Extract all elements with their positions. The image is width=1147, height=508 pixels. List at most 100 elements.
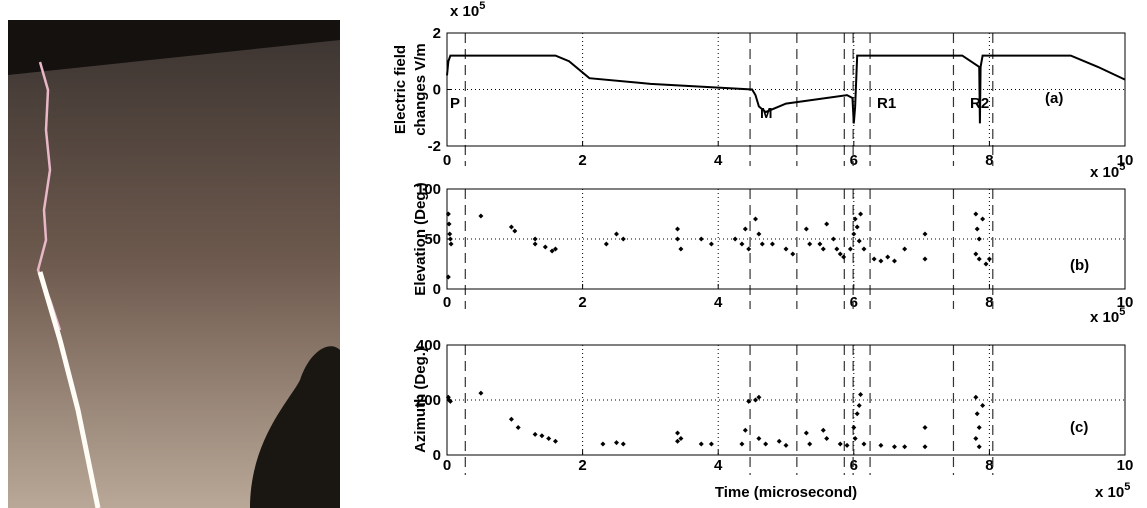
point — [532, 236, 538, 242]
x-tick-label: 4 — [714, 152, 723, 169]
point — [752, 216, 758, 222]
annotation: R2 — [970, 95, 989, 112]
point — [974, 411, 980, 417]
y-axis-label: Elevation (Deg.) — [412, 182, 429, 295]
point — [976, 236, 982, 242]
point — [542, 244, 548, 250]
point — [983, 261, 989, 267]
point — [698, 441, 704, 447]
point — [769, 241, 775, 247]
point — [620, 236, 626, 242]
point — [763, 441, 769, 447]
point — [445, 394, 451, 400]
point — [746, 398, 752, 404]
point — [878, 442, 884, 448]
point — [552, 246, 558, 252]
point — [841, 254, 847, 260]
point — [973, 394, 979, 400]
x-tick-label: 10 — [1117, 457, 1134, 474]
point — [478, 390, 484, 396]
point — [820, 427, 826, 433]
multiplier-exp: 5 — [479, 0, 485, 12]
point — [980, 403, 986, 408]
point — [852, 216, 858, 222]
multiplier-exp: 5 — [1119, 161, 1125, 173]
point — [614, 231, 619, 237]
point — [675, 438, 681, 444]
point — [756, 436, 762, 441]
point — [834, 246, 840, 252]
point — [854, 411, 860, 417]
point — [448, 241, 454, 247]
x-tick-label: 8 — [985, 152, 993, 169]
point — [824, 221, 830, 227]
point — [837, 441, 843, 447]
x-tick-label: 8 — [985, 294, 993, 311]
annotation: (a) — [1045, 90, 1063, 107]
point — [852, 436, 858, 441]
y-tick-label: -2 — [428, 138, 441, 155]
point — [678, 436, 684, 441]
point — [902, 444, 908, 450]
point — [861, 441, 867, 447]
point — [783, 246, 789, 252]
point — [783, 442, 789, 448]
annotation: P — [450, 95, 460, 112]
point — [600, 441, 606, 447]
multiplier-exp: 5 — [1124, 481, 1130, 493]
point — [858, 211, 864, 217]
point — [902, 246, 908, 252]
x-tick-label: 2 — [578, 294, 586, 311]
x-tick-label: 6 — [850, 152, 858, 169]
point — [922, 231, 928, 237]
x-axis-label: Time (microsecond) — [715, 484, 857, 501]
multiplier-base: x 10 — [1095, 484, 1124, 501]
y-axis-label: changes V/m — [412, 43, 429, 136]
point — [675, 430, 681, 436]
point — [742, 427, 748, 433]
point — [976, 256, 982, 262]
point — [871, 256, 877, 262]
y-axis-label: Electric field — [392, 45, 409, 134]
x-tick-label: 0 — [443, 152, 451, 169]
multiplier: x 105 — [1095, 481, 1130, 501]
plot-frame — [446, 188, 1126, 290]
point — [807, 441, 813, 447]
point — [861, 246, 867, 252]
point — [922, 256, 928, 262]
y-tick-label: 0 — [433, 447, 441, 464]
x-tick-label: 2 — [578, 457, 586, 474]
point — [752, 397, 758, 403]
point — [878, 258, 884, 264]
point — [756, 394, 762, 400]
point — [885, 254, 891, 260]
annotation: (b) — [1070, 257, 1089, 274]
point — [546, 436, 552, 441]
point — [515, 425, 521, 430]
point — [976, 425, 982, 430]
multiplier: x 105 — [1090, 306, 1125, 326]
x-tick-label: 6 — [850, 294, 858, 311]
point — [803, 226, 809, 232]
x-tick-label: 10 — [1117, 152, 1134, 169]
point — [739, 441, 745, 447]
point — [508, 416, 514, 422]
point — [856, 238, 862, 244]
point — [820, 246, 826, 252]
point — [858, 392, 864, 397]
point — [708, 441, 714, 447]
photo — [8, 20, 340, 508]
point — [445, 211, 451, 217]
point — [675, 236, 681, 242]
plot-frame — [446, 32, 1126, 147]
point — [973, 251, 979, 257]
point — [756, 231, 762, 237]
point — [532, 431, 538, 437]
point — [445, 274, 451, 280]
point — [603, 241, 609, 247]
multiplier-exp: 5 — [1119, 306, 1125, 318]
y-tick-label: 0 — [433, 82, 441, 99]
x-tick-label: 8 — [985, 457, 993, 474]
point — [776, 438, 782, 444]
multiplier-base: x 10 — [1090, 164, 1119, 181]
